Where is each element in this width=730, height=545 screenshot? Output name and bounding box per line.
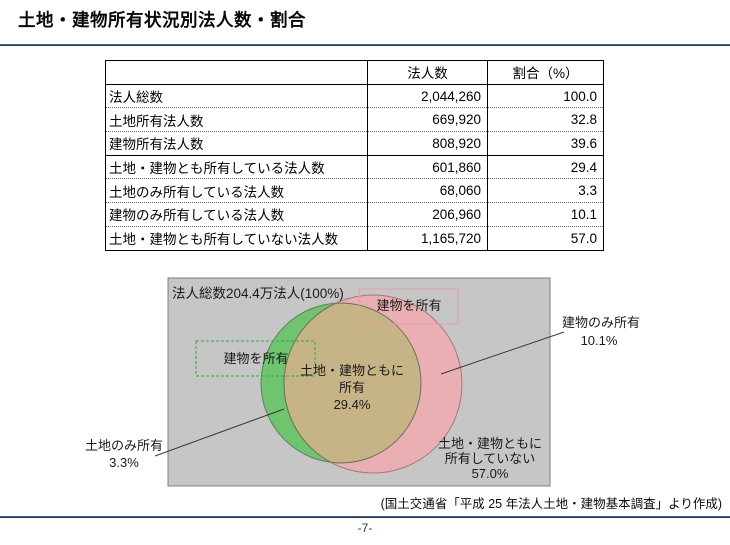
row-pct: 10.1 [487, 202, 604, 227]
neither-label-line2: 所有していない [445, 451, 536, 466]
row-pct: 57.0 [487, 225, 604, 250]
row-count: 669,920 [367, 107, 488, 132]
total-label: 法人総数204.4万法人(100%) [172, 286, 344, 301]
page-number: -7- [357, 521, 373, 535]
row-count: 808,920 [367, 131, 488, 156]
row-count: 206,960 [367, 202, 488, 227]
header-count: 法人数 [367, 60, 488, 85]
venn-diagram: 建物を所有 建物を所有 法人総数204.4万法人(100%) 土地・建物ともに … [85, 277, 640, 487]
row-label: 建物所有法人数 [105, 131, 368, 156]
row-pct: 3.3 [487, 178, 604, 203]
land-label-box [195, 340, 316, 377]
title-rule [0, 44, 730, 46]
row-pct: 29.4 [487, 154, 604, 179]
neither-label-line1: 土地・建物ともに [438, 436, 542, 451]
ownership-table: 法人数 割合（%） 法人総数 2,044,260 100.0 土地所有法人数 6… [105, 60, 604, 251]
table-header-row: 法人数 割合（%） [105, 60, 604, 85]
row-pct: 32.8 [487, 107, 604, 132]
both-label-pct: 29.4% [334, 397, 371, 412]
overlap-left-edge [283, 303, 421, 463]
building-label-box-text: 建物を所有 [376, 298, 441, 313]
both-label-line2: 所有 [339, 380, 365, 395]
row-pct: 39.6 [487, 131, 604, 156]
land-only-label: 土地のみ所有 [85, 438, 163, 453]
header-empty-cell [105, 60, 368, 85]
row-label: 法人総数 [109, 90, 163, 106]
building-only-callout-line [440, 331, 565, 375]
row-pct: 100.0 [487, 84, 604, 108]
building-only-pct: 10.1% [581, 333, 618, 348]
row-count: 1,165,720 [367, 225, 488, 250]
table-row: 土地・建物とも所有していない法人数 1,165,720 57.0 [105, 225, 604, 250]
row-count: 601,860 [367, 154, 488, 179]
both-label-line1: 土地・建物ともに [300, 363, 404, 378]
row-label: 土地・建物とも所有していない法人数 [105, 225, 368, 250]
footer-rule [0, 516, 730, 518]
row-label: 土地・建物とも所有している法人数 [105, 154, 368, 179]
land-label-box-text: 建物を所有 [223, 351, 288, 366]
table-row: 土地のみ所有している法人数 68,060 3.3 [105, 178, 604, 203]
table-row: 土地・建物とも所有している法人数 601,860 29.4 [105, 154, 604, 179]
page-title: 土地・建物所有状況別法人数・割合 [18, 10, 306, 30]
land-only-callout-line [154, 408, 285, 457]
land-only-pct: 3.3% [109, 455, 139, 470]
building-label-box [358, 288, 459, 325]
header-pct: 割合（%） [487, 60, 604, 85]
table-row: 建物のみ所有している法人数 206,960 10.1 [105, 202, 604, 227]
table-row: 建物所有法人数 808,920 39.6 [105, 131, 604, 156]
row-count: 68,060 [367, 178, 488, 203]
overlap-region [284, 302, 422, 464]
row-label: 建物のみ所有している法人数 [105, 202, 368, 227]
row-count: 2,044,260 [367, 84, 488, 108]
building-only-label: 建物のみ所有 [562, 315, 640, 330]
row-label: 土地所有法人数 [105, 107, 368, 132]
source-note: (国土交通省「平成 25 年法人土地・建物基本調査」より作成) [380, 497, 722, 511]
row-label: 土地のみ所有している法人数 [105, 178, 368, 203]
table-row: 土地所有法人数 669,920 32.8 [105, 107, 604, 132]
neither-label-pct: 57.0% [472, 466, 509, 481]
table-row: 法人総数 2,044,260 100.0 [106, 84, 604, 108]
